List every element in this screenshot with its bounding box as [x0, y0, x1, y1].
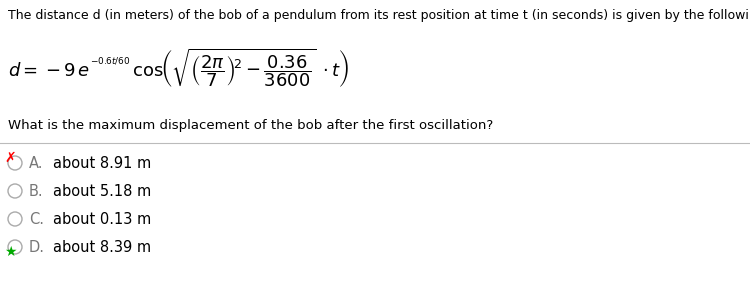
Text: D.: D. — [29, 239, 45, 255]
Text: C.: C. — [29, 212, 44, 226]
Text: B.: B. — [29, 183, 44, 198]
Text: about 8.91 m: about 8.91 m — [53, 155, 152, 171]
Text: The distance d (in meters) of the bob of a pendulum from its rest position at ti: The distance d (in meters) of the bob of… — [8, 9, 750, 22]
Text: A.: A. — [29, 155, 44, 171]
Text: about 5.18 m: about 5.18 m — [53, 183, 152, 198]
Text: about 8.39 m: about 8.39 m — [53, 239, 151, 255]
Text: What is the maximum displacement of the bob after the first oscillation?: What is the maximum displacement of the … — [8, 119, 494, 132]
Text: ★: ★ — [4, 245, 16, 259]
Text: $d = -9\,e^{^{-0.6t/60}}\,\mathrm{cos}\!\left(\sqrt{\left(\dfrac{2\pi}{7}\right): $d = -9\,e^{^{-0.6t/60}}\,\mathrm{cos}\!… — [8, 46, 350, 89]
Text: ✗: ✗ — [4, 151, 16, 165]
Text: about 0.13 m: about 0.13 m — [53, 212, 152, 226]
